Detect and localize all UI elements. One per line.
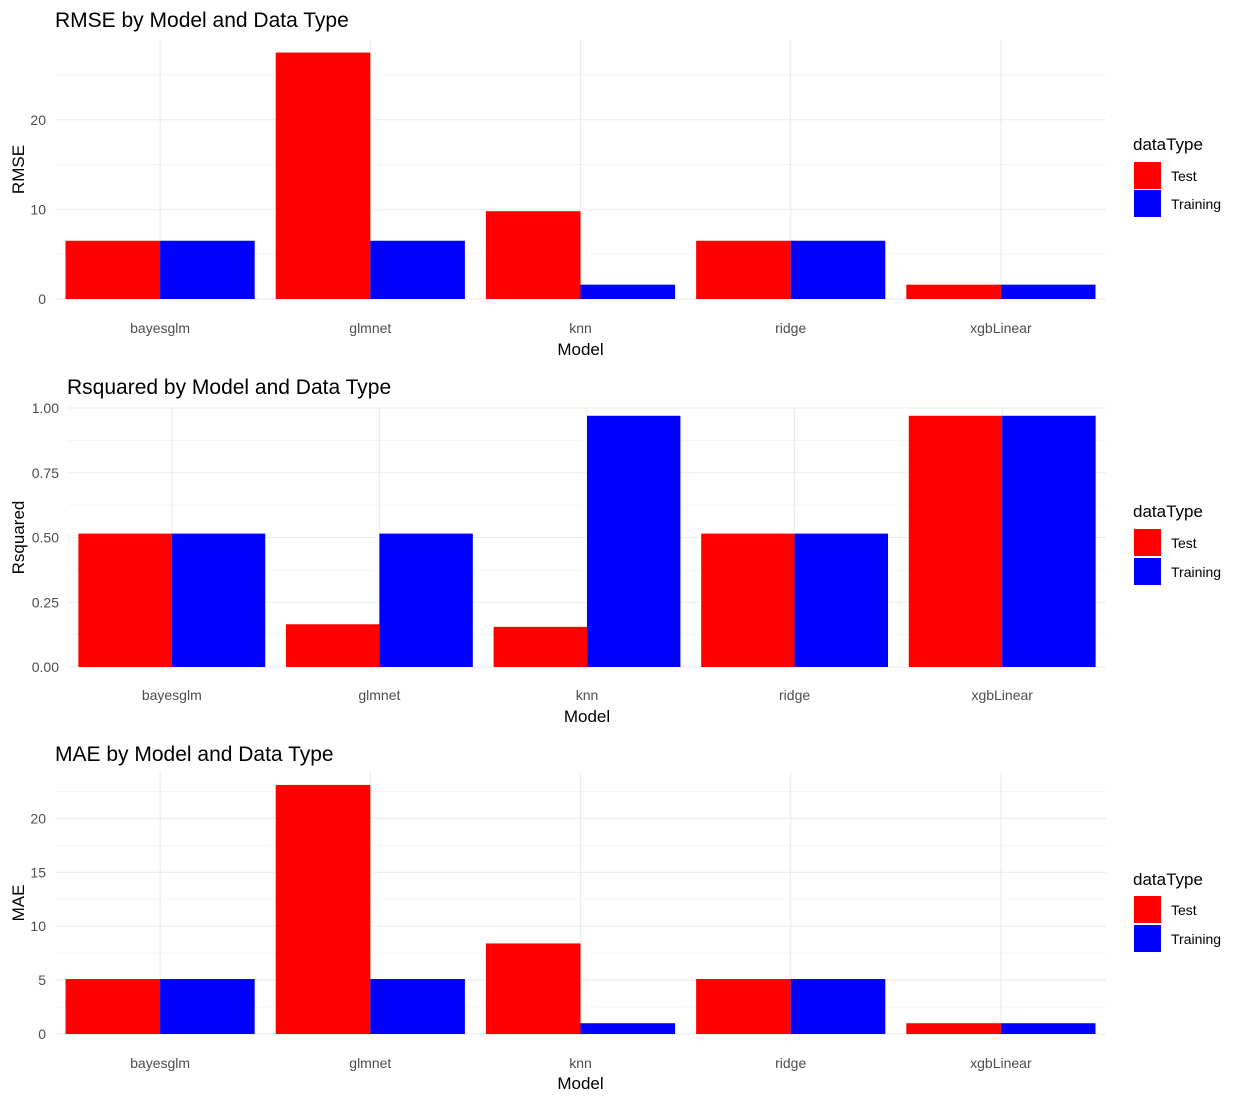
chart-panel-1: RMSE by Model and Data Type 0 10 20 bayesglm… [9, 9, 1221, 359]
legend-swatch-test [1134, 529, 1161, 556]
bar-training-xgblinear [1002, 415, 1096, 667]
chart-panel-2: Rsquared by Model and Data Type 0.00 0.25 0… [9, 376, 1221, 726]
chart-panel-3: MAE by Model and Data Type 0 5 10 15 20 bayesg… [9, 743, 1221, 1093]
bar-test-knn [485, 943, 581, 1034]
x-tick-label: xgbLinear [970, 1055, 1032, 1071]
bar-training-xgblinear [1000, 1023, 1096, 1034]
x-tick-label: ridge [779, 687, 810, 703]
bar-test-bayesglm [65, 979, 161, 1034]
x-tick-label: bayesglm [130, 1055, 190, 1071]
legend-label-training: Training [1171, 931, 1221, 947]
x-tick-label: bayesglm [130, 320, 190, 336]
bar-training-knn [580, 1023, 676, 1034]
bar-training-bayesglm [160, 979, 255, 1034]
y-tick-label: 10 [30, 918, 46, 934]
x-tick-label: knn [569, 1055, 592, 1071]
bar-training-ridge [794, 533, 889, 667]
y-axis-title: Rsquared [9, 501, 28, 575]
legend-title: dataType [1133, 502, 1203, 521]
chart-title: Rsquared by Model and Data Type [67, 376, 391, 399]
y-axis-title: RMSE [9, 145, 28, 194]
x-tick-label: xgbLinear [971, 687, 1033, 703]
x-tick-label: glmnet [349, 320, 391, 336]
y-tick-label: 15 [30, 864, 46, 880]
legend-label-test: Test [1171, 535, 1197, 551]
bar-training-knn [580, 284, 676, 299]
bar-test-glmnet [275, 784, 371, 1034]
legend: dataType Test Training [1133, 135, 1221, 217]
x-axis-title: Model [564, 707, 610, 726]
legend-title: dataType [1133, 135, 1203, 154]
bar-training-glmnet [370, 979, 465, 1034]
x-axis-title: Model [557, 1074, 603, 1093]
bar-test-ridge [696, 240, 791, 299]
legend-swatch-training [1134, 925, 1161, 952]
bar-training-ridge [790, 240, 886, 299]
bar-test-ridge [696, 979, 791, 1034]
y-tick-label: 0.25 [32, 594, 59, 610]
y-tick-label: 0 [38, 291, 46, 307]
legend-label-training: Training [1171, 564, 1221, 580]
bar-training-bayesglm [160, 240, 255, 299]
x-tick-label: ridge [775, 320, 806, 336]
bar-test-bayesglm [65, 240, 161, 299]
x-tick-label: xgbLinear [970, 320, 1032, 336]
bar-training-glmnet [379, 533, 473, 667]
bar-training-glmnet [370, 240, 465, 299]
x-axis-title: Model [557, 340, 603, 359]
legend: dataType Test Training [1133, 870, 1221, 952]
bar-test-xgblinear [906, 284, 1001, 299]
bar-test-ridge [701, 533, 795, 667]
bar-test-xgblinear [906, 1023, 1001, 1034]
legend-label-test: Test [1171, 168, 1197, 184]
legend-label-training: Training [1171, 196, 1221, 212]
x-tick-label: knn [576, 687, 599, 703]
y-tick-label: 0.00 [32, 659, 59, 675]
bar-test-bayesglm [78, 533, 172, 667]
y-tick-label: 0.75 [32, 465, 59, 481]
legend-swatch-test [1134, 162, 1161, 189]
y-tick-label: 0.50 [32, 530, 59, 546]
y-tick-label: 20 [30, 810, 46, 826]
legend-swatch-training [1134, 558, 1161, 585]
legend-title: dataType [1133, 870, 1203, 889]
bar-training-xgblinear [1000, 284, 1096, 299]
bar-training-ridge [790, 979, 886, 1034]
bar-training-knn [587, 415, 681, 667]
x-tick-label: glmnet [349, 1055, 391, 1071]
bar-test-glmnet [285, 624, 380, 667]
bar-test-knn [485, 211, 581, 299]
y-axis-title: MAE [9, 885, 28, 922]
y-tick-label: 20 [30, 112, 46, 128]
bar-test-knn [493, 626, 587, 667]
legend-swatch-training [1134, 190, 1161, 217]
x-tick-label: glmnet [358, 687, 400, 703]
x-tick-label: knn [569, 320, 592, 336]
y-tick-label: 10 [30, 201, 46, 217]
x-tick-label: ridge [775, 1055, 806, 1071]
y-tick-label: 1.00 [32, 400, 59, 416]
legend-swatch-test [1134, 896, 1161, 923]
legend-label-test: Test [1171, 902, 1197, 918]
bar-test-glmnet [275, 52, 371, 300]
x-tick-label: bayesglm [142, 687, 202, 703]
chart-title: MAE by Model and Data Type [55, 743, 334, 766]
legend: dataType Test Training [1133, 502, 1221, 585]
y-tick-label: 0 [38, 1026, 46, 1042]
chart-title: RMSE by Model and Data Type [55, 9, 349, 32]
y-tick-label: 5 [38, 972, 46, 988]
bar-test-xgblinear [908, 415, 1003, 667]
bar-training-bayesglm [171, 533, 266, 667]
